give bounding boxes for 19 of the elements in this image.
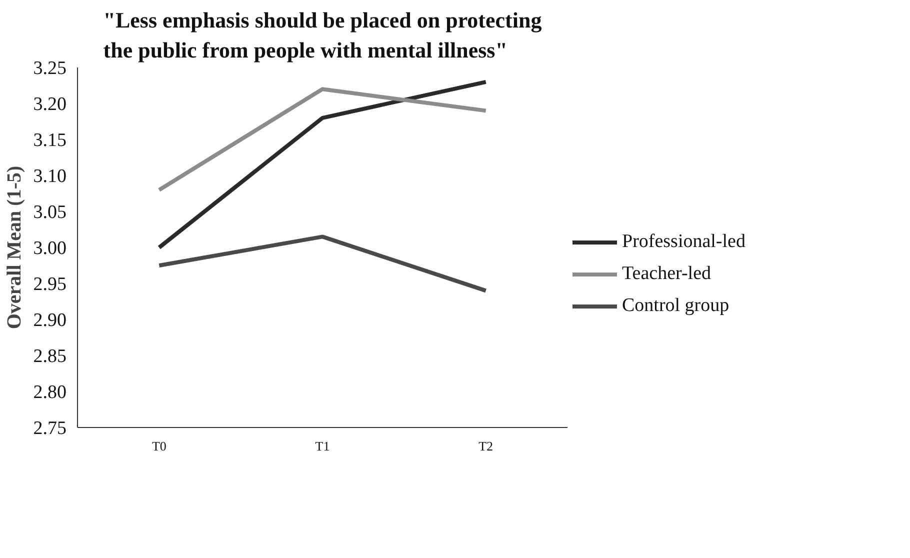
legend-label: Control group	[622, 294, 730, 316]
y-tick-label: 3.00	[33, 238, 66, 259]
y-tick-label: 3.25	[33, 58, 66, 79]
legend-label: Teacher-led	[622, 262, 711, 284]
y-tick-label: 2.95	[33, 274, 66, 295]
y-tick-label: 3.15	[33, 130, 66, 151]
y-tick-label: 2.90	[33, 310, 66, 331]
x-tick-label: T0	[152, 438, 166, 454]
y-tick-label: 3.10	[33, 166, 66, 187]
y-tick-label: 2.75	[33, 418, 66, 439]
y-tick-label: 3.05	[33, 202, 66, 223]
y-axis-title: Overall Mean (1-5)	[3, 166, 26, 330]
chart-title: "Less emphasis should be placed on protecting the public from people with mental illness"	[103, 8, 542, 62]
y-tick-label: 2.80	[33, 382, 66, 403]
y-tick-label: 2.85	[33, 346, 66, 367]
legend-label: Professional-led	[622, 230, 746, 252]
x-tick-label: T2	[478, 438, 494, 454]
y-tick-label: 3.20	[33, 94, 66, 115]
x-tick-label: T1	[315, 438, 330, 454]
